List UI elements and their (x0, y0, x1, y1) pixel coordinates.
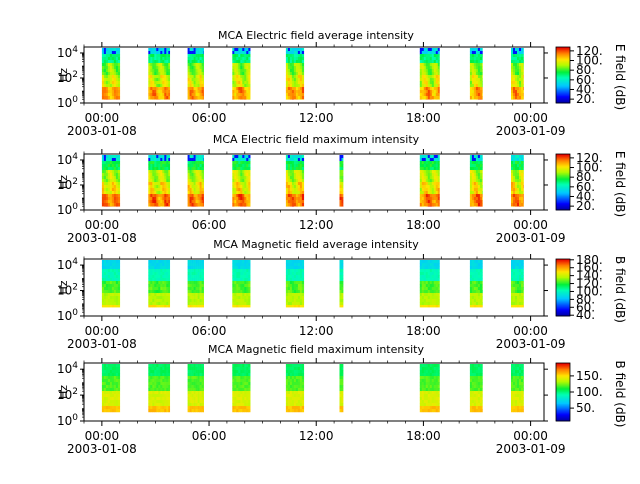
colorbar-tick-label: 120. (576, 44, 603, 58)
colorbar: 40.60.80.100.120.140.160.180.B field (dB… (556, 253, 627, 323)
y-tick-label: 102 (57, 387, 78, 402)
y-tick-label: 100 (57, 413, 78, 428)
spectrogram-block (340, 364, 344, 412)
colorbar-label: B field (dB) (613, 256, 627, 323)
x-tick-label: 00:00 (513, 324, 548, 338)
colorbar-label: E field (dB) (613, 44, 627, 110)
colorbar-tick-label: 180. (576, 253, 603, 267)
spectrogram-block (470, 155, 483, 207)
x-tick-date: 2003-01-08 (67, 124, 137, 138)
colorbar-label: B field (dB) (613, 361, 627, 428)
y-tick-label: 100 (57, 202, 78, 217)
spectrogram-block (102, 260, 120, 307)
spectrogram-block (188, 260, 204, 307)
x-tick-label: 12:00 (299, 111, 334, 125)
y-tick-label: 104 (57, 45, 78, 60)
spectrogram-block (286, 155, 304, 207)
spectrogram-block (420, 364, 440, 412)
panel-title: MCA Magnetic field average intensity (213, 238, 419, 251)
panel-title: MCA Electric field maximum intensity (213, 133, 420, 146)
y-tick-label: 104 (57, 257, 78, 272)
spectrogram-block (470, 48, 483, 100)
x-tick-label: 00:00 (513, 218, 548, 232)
spectrogram-block (286, 48, 304, 100)
colorbar: 50. 100. 150. B field (dB) (556, 361, 627, 428)
spectrogram-block (511, 260, 524, 307)
x-tick-label: 06:00 (192, 324, 227, 338)
panel-title: MCA Magnetic field maximum intensity (208, 343, 424, 356)
spectrogram-block (511, 364, 524, 412)
spectrogram-block (232, 155, 250, 207)
x-tick-label: 06:00 (192, 218, 227, 232)
spectrogram-block (286, 260, 304, 307)
x-tick-date: 2003-01-09 (496, 124, 566, 138)
spectrogram-block (148, 48, 170, 100)
spectrogram-block (340, 155, 344, 207)
spectrogram-block (188, 155, 204, 207)
x-tick-label: 18:00 (406, 218, 441, 232)
x-tick-label: 12:00 (299, 324, 334, 338)
x-tick-label: 18:00 (406, 429, 441, 443)
spectrogram-block (102, 48, 120, 100)
spectrogram-block (286, 364, 304, 412)
spectrogram-block (102, 155, 120, 207)
x-tick-date: 2003-01-09 (496, 442, 566, 456)
spectrogram-block (420, 155, 440, 207)
x-tick-label: 12:00 (299, 218, 334, 232)
panel-title: MCA Electric field average intensity (218, 29, 414, 42)
x-tick-label: 12:00 (299, 429, 334, 443)
spectrogram-block (420, 260, 440, 307)
x-tick-date: 2003-01-08 (67, 442, 137, 456)
spectrogram-block (232, 48, 250, 100)
colorbar-tick-label: 150. (576, 369, 603, 383)
colorbar: 20.40.60.80.100.120.E field (dB) (556, 151, 627, 217)
x-tick-label: 00:00 (513, 111, 548, 125)
spectrogram-block (148, 155, 170, 207)
x-tick-label: 00:00 (85, 111, 120, 125)
y-tick-label: 102 (57, 283, 78, 298)
y-tick-label: 104 (57, 361, 78, 376)
y-tick-label: 100 (57, 308, 78, 323)
colorbar: 20.40.60.80.100.120.E field (dB) (556, 44, 627, 110)
x-tick-label: 18:00 (406, 111, 441, 125)
panel-3: MCA Magnetic field average intensityHz10… (57, 238, 627, 351)
spectrogram-block (232, 364, 250, 412)
x-tick-date: 2003-01-09 (496, 231, 566, 245)
spectrogram-block (148, 364, 170, 412)
spectrogram-block (470, 364, 483, 412)
x-tick-label: 00:00 (513, 429, 548, 443)
spectrogram-block (188, 364, 204, 412)
spectrogram-block (470, 260, 483, 307)
x-tick-label: 06:00 (192, 429, 227, 443)
spectrogram-block (340, 260, 344, 307)
colorbar-tick-label: 120. (576, 151, 603, 165)
spectrogram-block (102, 364, 120, 412)
x-tick-date: 2003-01-08 (67, 337, 137, 351)
panel-4: MCA Magnetic field maximum intensityHz10… (57, 343, 627, 456)
y-tick-label: 104 (57, 152, 78, 167)
x-tick-label: 00:00 (85, 324, 120, 338)
spectrogram-block (148, 260, 170, 307)
colorbar-tick-label: 50. (576, 401, 595, 415)
y-tick-label: 102 (57, 177, 78, 192)
y-tick-label: 100 (57, 95, 78, 110)
x-tick-date: 2003-01-09 (496, 337, 566, 351)
spectrogram-block (232, 260, 250, 307)
spectrogram-block (188, 48, 204, 100)
x-tick-label: 18:00 (406, 324, 441, 338)
spectrogram-block (420, 48, 440, 100)
spectrogram-block (511, 155, 524, 207)
colorbar-label: E field (dB) (613, 151, 627, 217)
colorbar-tick-label: 100. (576, 385, 603, 399)
panel-2: MCA Electric field maximum intensityHz10… (57, 133, 627, 245)
spectrogram-block (511, 48, 524, 100)
x-tick-label: 00:00 (85, 429, 120, 443)
panel-1: MCA Electric field average intensityHz10… (57, 29, 627, 138)
x-tick-date: 2003-01-08 (67, 231, 137, 245)
x-tick-label: 06:00 (192, 111, 227, 125)
x-tick-label: 00:00 (85, 218, 120, 232)
y-tick-label: 102 (57, 70, 78, 85)
